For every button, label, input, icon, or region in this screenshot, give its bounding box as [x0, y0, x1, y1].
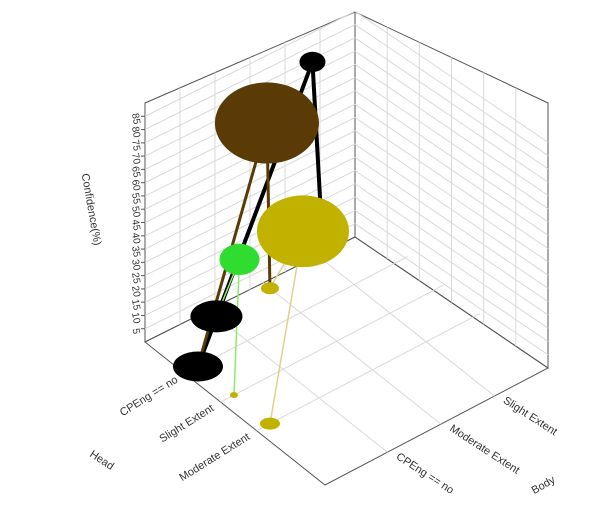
z-tick-label: 10 — [129, 312, 142, 325]
z-tick-label: 75 — [129, 139, 142, 152]
body-category-label: Slight Extent — [501, 395, 559, 439]
rule-bubble — [219, 243, 260, 276]
floor-grid-line — [260, 280, 442, 425]
rule-bubble — [256, 195, 349, 268]
z-tick-label: 80 — [129, 126, 142, 139]
floor-node-head-moderate — [259, 417, 280, 430]
z-axis-label: Confidence(%) — [79, 173, 103, 247]
head-axis-label: Head — [87, 448, 116, 472]
z-tick-label: 5 — [130, 328, 142, 336]
z-tick-label: 45 — [129, 219, 142, 232]
z-tick-label: 60 — [129, 179, 142, 192]
head-category-label: Slight Extent — [157, 402, 216, 445]
z-tick-label: 40 — [129, 232, 142, 245]
floor-node-head-cpeng-no — [172, 351, 223, 382]
z-tick-label: 30 — [129, 258, 142, 271]
rule-bubble — [214, 82, 319, 164]
floor-grid — [184, 252, 495, 453]
head-category-label: Moderate Extent — [177, 431, 252, 484]
rule-connector-head — [233, 259, 241, 396]
body-category-label: Moderate Extent — [447, 423, 521, 477]
body-axis-label: Body — [530, 474, 558, 497]
floor-grid-line — [314, 252, 495, 397]
z-tick-label: 25 — [129, 272, 142, 285]
floor-node-body-moderate — [260, 282, 279, 295]
z-tick-label: 15 — [129, 298, 142, 311]
floor-node-head-slight — [229, 392, 238, 399]
floor-node-body-cpeng-no — [190, 300, 243, 333]
z-tick-label: 50 — [129, 205, 142, 218]
rule-markers — [172, 51, 349, 430]
z-tick-label: 20 — [129, 285, 142, 298]
floor-grid-line — [256, 313, 480, 432]
z-tick-label: 35 — [129, 245, 142, 258]
floor-grid-line — [220, 284, 444, 403]
floor-grid-line — [207, 308, 388, 453]
floor-grid-line — [184, 256, 408, 374]
head-category-label: CPEng == no — [118, 374, 180, 419]
rule-bubble — [299, 51, 326, 73]
z-tick-label: 85 — [129, 112, 142, 125]
body-category-label: CPEng == no — [394, 451, 456, 497]
z-tick-label: 55 — [129, 192, 142, 205]
z-tick-label: 70 — [129, 152, 142, 165]
z-tick-label: 65 — [129, 166, 142, 179]
